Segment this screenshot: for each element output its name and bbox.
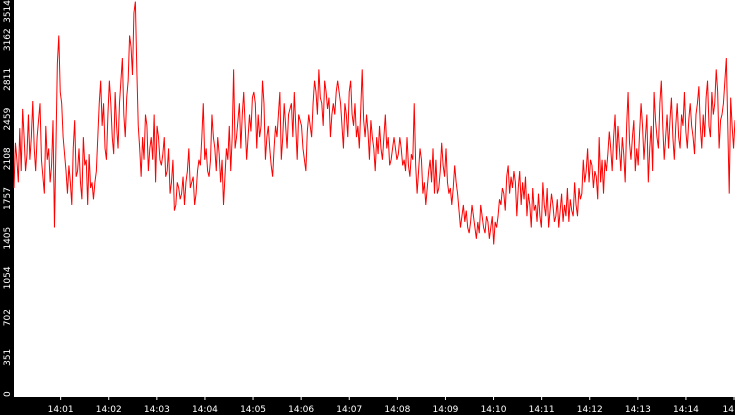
y-tick-label: 351 xyxy=(3,349,13,366)
plot-area xyxy=(14,0,735,397)
y-tick-label: 0 xyxy=(3,391,13,397)
x-tick-label: 14:01 xyxy=(48,405,74,415)
x-tick-label: 14:13 xyxy=(625,405,651,415)
x-tick-label: 14:08 xyxy=(384,405,410,415)
y-tick-label: 2811 xyxy=(3,68,13,91)
x-tick-label: 14:10 xyxy=(481,405,507,415)
x-tick-label: 14:02 xyxy=(96,405,122,415)
y-tick-label: 3514 xyxy=(3,0,13,23)
y-tick-label: 3162 xyxy=(3,28,13,51)
y-axis: 0 351 702 1054 1405 1757 2108 2459 2811 3162 3514 xyxy=(3,0,13,397)
x-tick-label: 14:03 xyxy=(144,405,170,415)
x-tick-label: 14:11 xyxy=(529,405,555,415)
x-tick-label: 14:05 xyxy=(240,405,266,415)
x-tick-label: 14:14 xyxy=(673,405,699,415)
x-axis: 14:01 14:02 14:03 14:04 14:05 14:06 14:07 14:08… xyxy=(48,397,735,415)
y-tick-label: 2108 xyxy=(3,147,13,170)
x-tick-label: 14:09 xyxy=(432,405,458,415)
y-tick-label: 1757 xyxy=(3,187,13,210)
y-tick-label: 1054 xyxy=(3,266,13,289)
x-tick-label: 14:07 xyxy=(336,405,362,415)
y-tick-label: 702 xyxy=(3,309,13,326)
x-tick-label: 14:04 xyxy=(192,405,218,415)
x-tick-label: 14 xyxy=(723,405,735,415)
series-line xyxy=(13,1,735,245)
y-tick-label: 2459 xyxy=(3,107,13,130)
x-tick-label: 14:06 xyxy=(288,405,314,415)
x-tick-label: 14:12 xyxy=(577,405,603,415)
y-tick-label: 1405 xyxy=(3,227,13,250)
